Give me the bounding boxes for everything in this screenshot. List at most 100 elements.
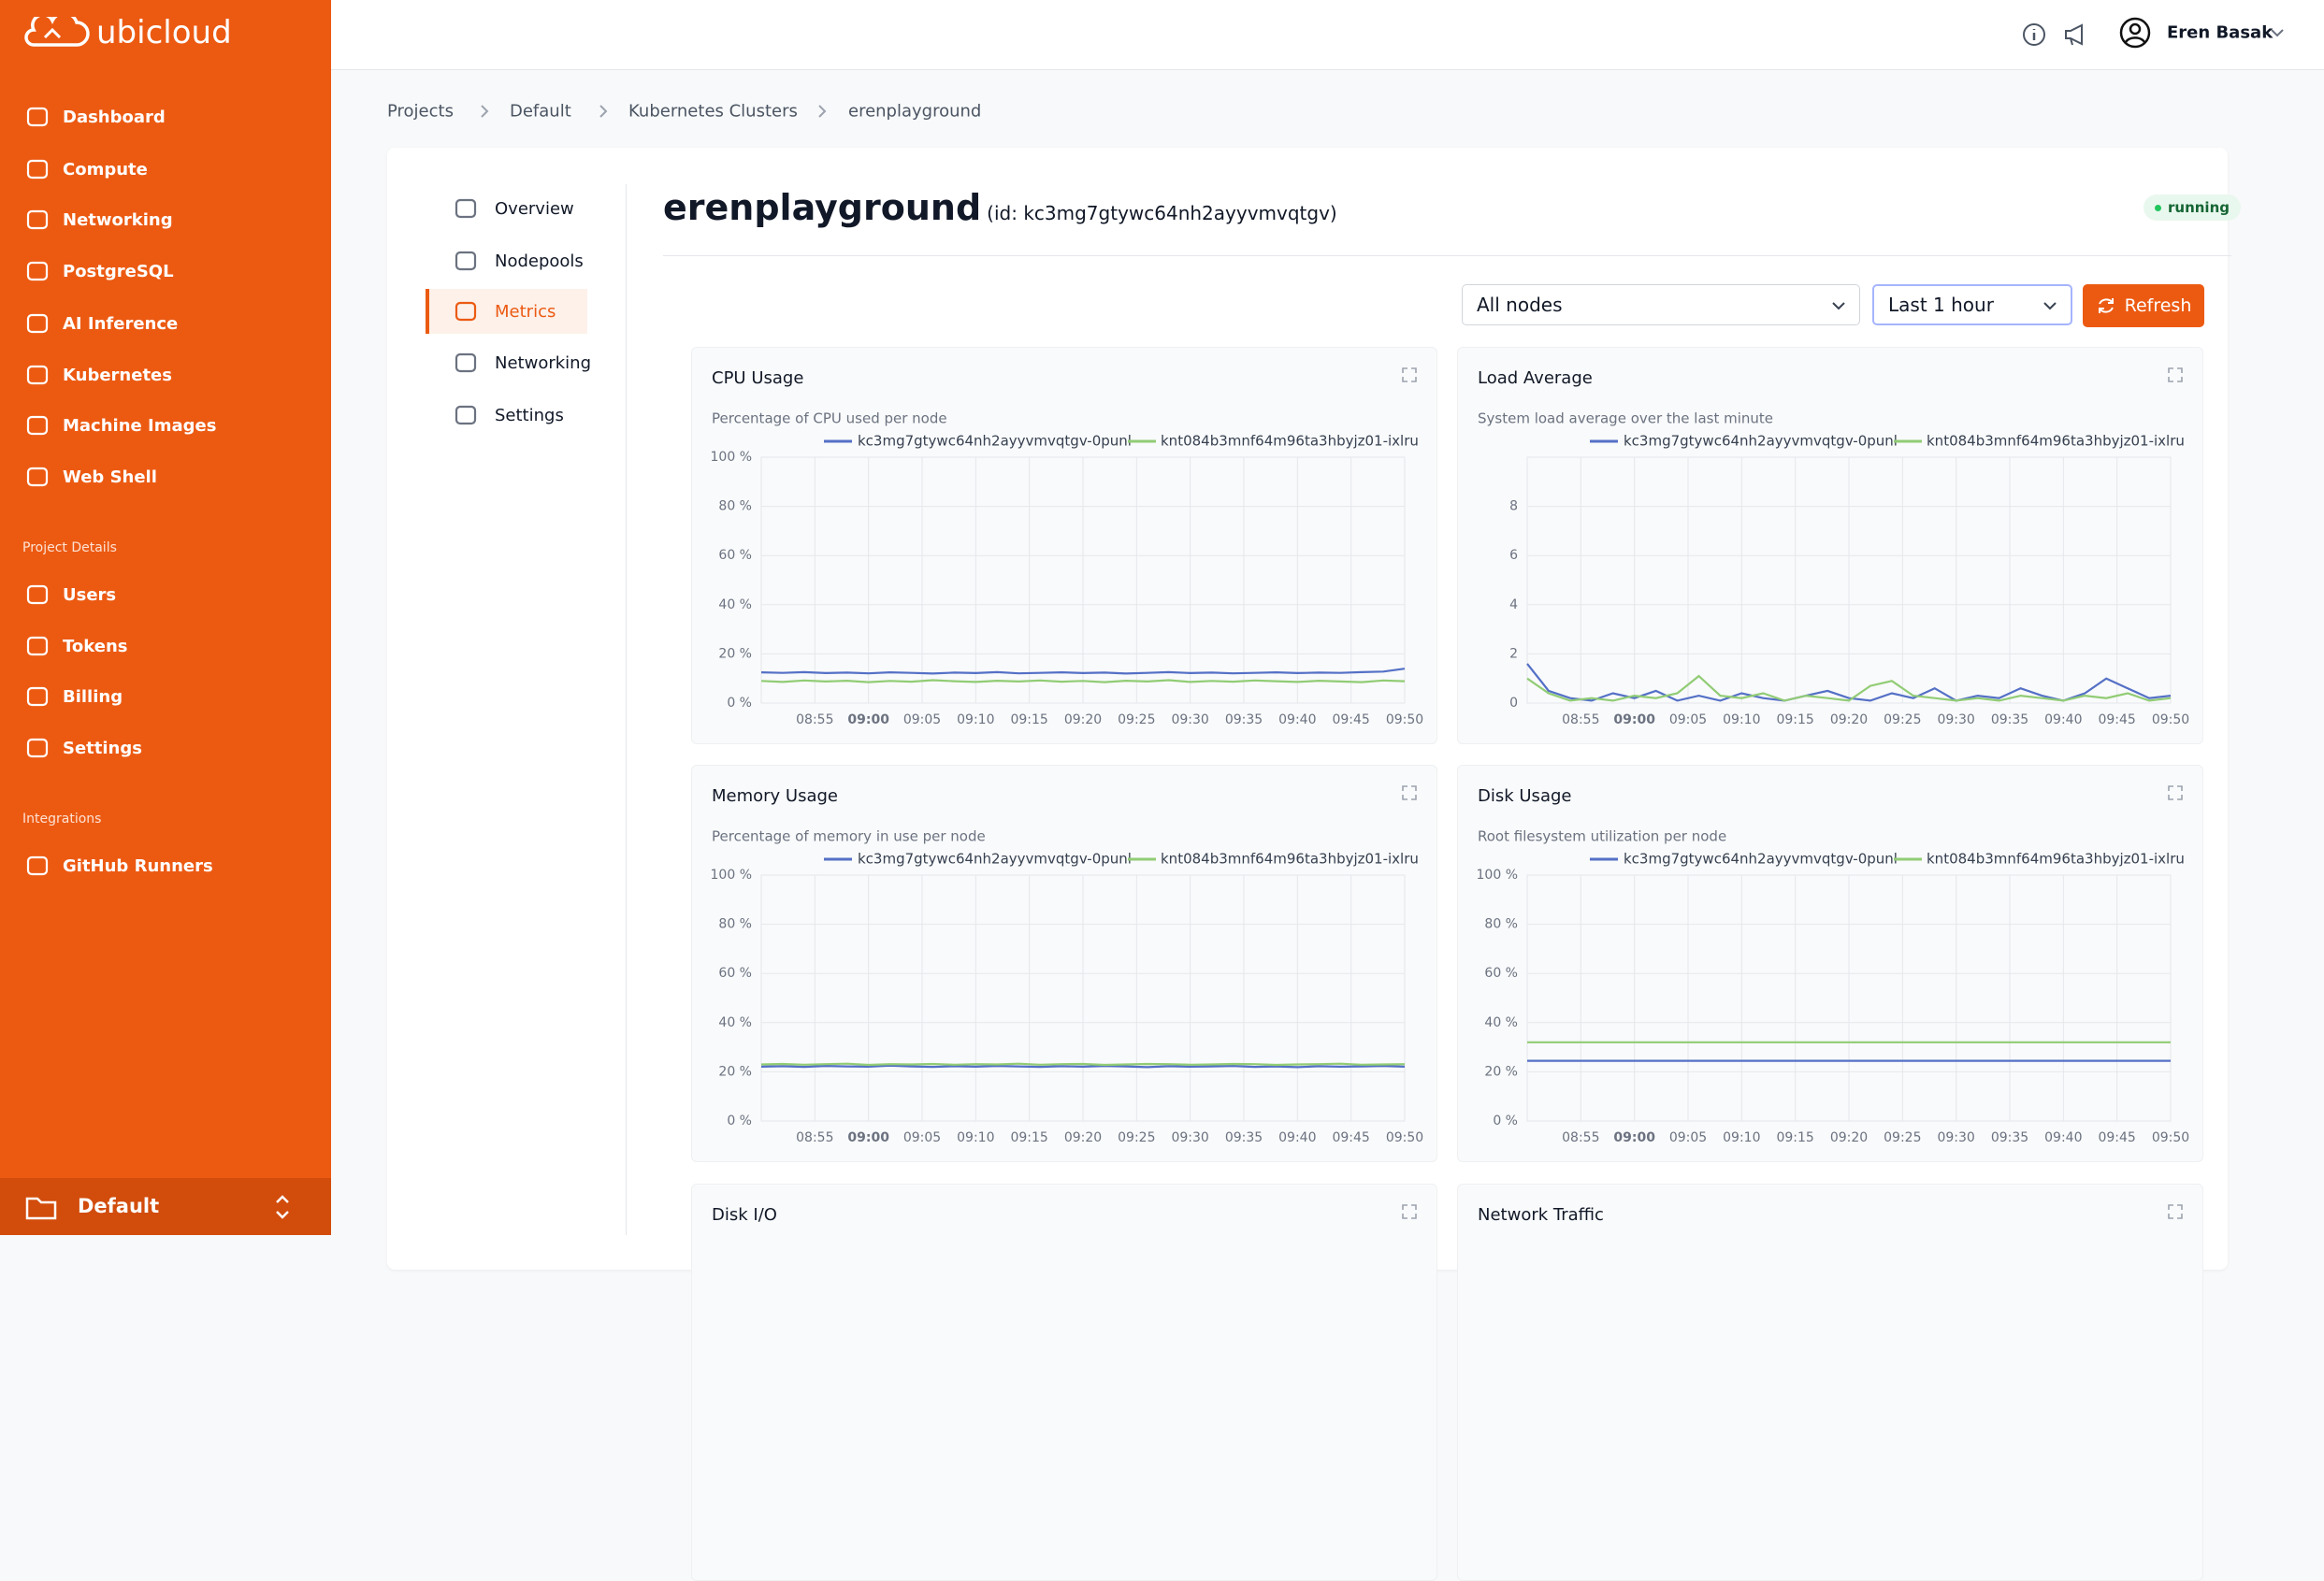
node-select[interactable]: All nodes <box>1462 284 1860 325</box>
chart-subtitle: Percentage of CPU used per node <box>712 410 947 427</box>
x-tick-label: 09:15 <box>1010 1130 1047 1145</box>
expand-shape <box>2168 785 2183 800</box>
divider <box>626 184 627 1235</box>
y-tick-label: 80 % <box>1484 917 1518 932</box>
nav-label: Compute <box>63 159 148 180</box>
nav-item[interactable]: Machine Images <box>25 413 216 438</box>
legend-label: knt084b3mnf64m96ta3hbyjz01-ixlru <box>1927 851 2185 868</box>
y-tick-label: 20 % <box>718 1064 752 1079</box>
brand: ubicloud <box>96 14 232 51</box>
icon <box>455 405 477 425</box>
crumb[interactable]: Kubernetes Clusters <box>628 101 798 122</box>
y-tick-label: 40 % <box>1484 1015 1518 1030</box>
x-tick-label: 08:55 <box>796 712 833 727</box>
subnav-item[interactable]: Overview <box>454 196 574 221</box>
topbar: Eren Basak <box>331 0 2324 70</box>
nav-item[interactable]: Networking <box>25 208 173 232</box>
x-tick-label: 09:35 <box>1991 712 2028 727</box>
y-tick-label: 60 % <box>718 548 752 563</box>
nav-item[interactable]: Billing <box>25 684 123 709</box>
user-name[interactable]: Eren Basak <box>2167 22 2273 43</box>
icon <box>26 855 49 876</box>
crumb: erenplayground <box>848 101 982 122</box>
x-tick-label: 09:05 <box>1669 712 1707 727</box>
y-tick-label: 20 % <box>1484 1064 1518 1079</box>
nav-item[interactable]: Settings <box>25 736 142 760</box>
nav-label: PostgreSQL <box>63 261 174 281</box>
expand-shape <box>1402 367 1417 382</box>
crumb[interactable]: Default <box>510 101 571 122</box>
icon-shape <box>26 467 49 487</box>
project-switcher[interactable]: Default <box>0 1178 331 1235</box>
x-tick-label: 09:05 <box>903 1130 941 1145</box>
x-tick-label: 09:25 <box>1118 1130 1155 1145</box>
icon <box>26 636 49 656</box>
icon <box>26 107 49 127</box>
refresh-button[interactable]: Refresh <box>2083 284 2204 327</box>
nav-item[interactable]: Users <box>25 582 116 607</box>
subnav-item[interactable]: Metrics <box>454 299 556 323</box>
expand-icon[interactable] <box>2167 784 2184 801</box>
x-tick-label: 09:35 <box>1225 1130 1263 1145</box>
x-tick-label: 09:50 <box>2152 1130 2189 1145</box>
nav-item[interactable]: GitHub Runners <box>25 854 213 878</box>
icon-shape <box>26 313 49 334</box>
chart-panel: CPU Usage Percentage of CPU used per node… <box>691 347 1437 744</box>
expand-icon[interactable] <box>1401 367 1418 383</box>
crumb[interactable]: Projects <box>387 101 454 122</box>
icon-shape <box>26 636 49 656</box>
node-filter: All nodes <box>1477 294 1563 316</box>
icon-shape <box>455 352 477 373</box>
x-tick-label: 09:00 <box>1613 1130 1655 1145</box>
nav-label: Users <box>63 584 117 605</box>
y-tick-label: 100 % <box>711 450 752 465</box>
x-tick-label: 09:20 <box>1830 712 1868 727</box>
chart-title: Network Traffic <box>1478 1205 1604 1225</box>
header: erenplayground (id: kc3mg7gtywc64nh2ayyv… <box>663 187 1337 228</box>
nav-item[interactable]: AI Inference <box>25 311 178 336</box>
cluster-id: (id: kc3mg7gtywc64nh2ayyvmvqtgv) <box>987 202 1337 224</box>
chart-panel: Network Traffic <box>1457 1184 2203 1581</box>
icon-shape <box>26 159 49 180</box>
chart-subtitle: Percentage of memory in use per node <box>712 828 986 845</box>
subnav-item[interactable]: Settings <box>454 403 564 427</box>
icon <box>455 251 477 271</box>
subnav-item[interactable]: Nodepools <box>454 249 584 273</box>
x-tick-label: 09:50 <box>1386 1130 1423 1145</box>
nav-item[interactable]: Web Shell <box>25 465 157 489</box>
nav-item[interactable]: Kubernetes <box>25 363 172 387</box>
expand-icon[interactable] <box>1401 784 1418 801</box>
rule <box>663 255 2231 256</box>
x-tick-label: 09:40 <box>2044 1130 2082 1145</box>
x-tick-label: 09:25 <box>1884 712 1921 727</box>
chart-panel: Memory Usage Percentage of memory in use … <box>691 765 1437 1162</box>
expand-icon[interactable] <box>2167 1203 2184 1220</box>
x-tick-label: 09:20 <box>1064 1130 1102 1145</box>
range-select[interactable]: Last 1 hour <box>1872 284 2072 325</box>
y-tick-label: 60 % <box>1484 966 1518 981</box>
expand-icon[interactable] <box>1401 1203 1418 1220</box>
subnav-label: Overview <box>495 198 574 219</box>
series-line <box>760 668 1406 675</box>
nav-item[interactable]: PostgreSQL <box>25 259 174 283</box>
icon <box>26 467 49 487</box>
icon-shape <box>26 209 49 230</box>
y-tick-label: 6 <box>1509 548 1518 563</box>
y-tick-label: 60 % <box>718 966 752 981</box>
expand-icon[interactable] <box>2167 367 2184 383</box>
nav-item[interactable]: Tokens <box>25 634 127 658</box>
nav-item[interactable]: Dashboard <box>25 105 166 129</box>
y-tick-label: 100 % <box>1477 868 1518 883</box>
icon <box>26 415 49 436</box>
chart-title: Disk I/O <box>712 1205 777 1225</box>
chevrons <box>276 1195 289 1219</box>
announce-icon[interactable] <box>2061 21 2089 49</box>
avatar-icon[interactable] <box>2118 16 2152 50</box>
folder-icon <box>25 1197 57 1220</box>
info-icon[interactable] <box>2020 21 2048 49</box>
nav-item[interactable]: Compute <box>25 157 148 181</box>
x-tick-label: 09:15 <box>1776 712 1813 727</box>
cluster-name: erenplayground <box>663 187 982 228</box>
x-tick-label: 09:05 <box>903 712 941 727</box>
subnav-item[interactable]: Networking <box>454 351 591 375</box>
